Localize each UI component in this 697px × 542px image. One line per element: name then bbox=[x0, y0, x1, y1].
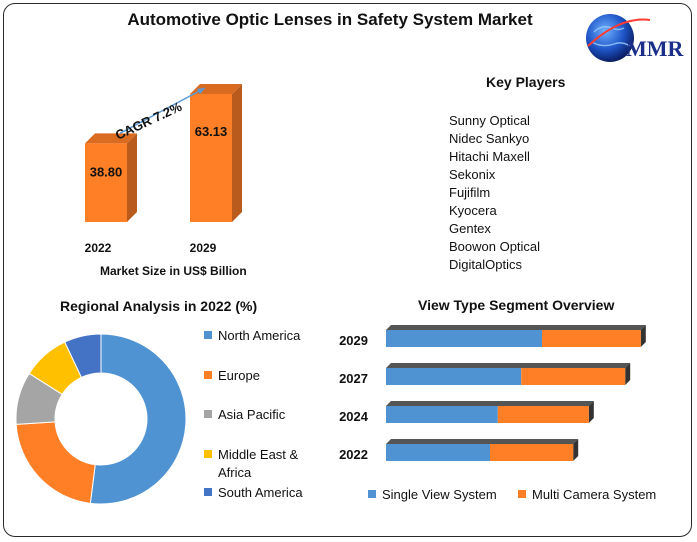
key-player-item: Fujifilm bbox=[449, 185, 491, 200]
key-player-item: Sekonix bbox=[449, 167, 496, 182]
key-player-item: Gentex bbox=[449, 221, 491, 236]
bar-segment-multi-camera-2022 bbox=[490, 444, 574, 461]
bar-2029 bbox=[190, 94, 232, 222]
mmr-logo: MMR bbox=[586, 14, 685, 62]
legend-swatch bbox=[204, 450, 212, 458]
bar-segment-single-view-2022 bbox=[386, 444, 490, 461]
regional-donut-chart bbox=[15, 333, 187, 505]
view-type-heading: View Type Segment Overview bbox=[418, 297, 615, 313]
bar-top bbox=[85, 133, 137, 144]
key-players-list: Sunny Optical Nidec Sankyo Hitachi Maxel… bbox=[449, 112, 540, 274]
donut-slice-north-america bbox=[89, 333, 187, 505]
key-player-item: DigitalOptics bbox=[449, 257, 522, 272]
key-player-item: Boowon Optical bbox=[449, 239, 541, 254]
legend-item-south-america: South America bbox=[204, 485, 303, 500]
bar-side bbox=[640, 325, 646, 347]
bar-segment-single-view-2027 bbox=[386, 368, 522, 385]
bar-value-label: 38.80 bbox=[90, 164, 123, 179]
bar-segment-single-view-2029 bbox=[386, 330, 542, 347]
legend-item-north-america: North America bbox=[204, 328, 300, 343]
category-label: 2029 bbox=[190, 241, 217, 255]
legend-item-single-view: Single View System bbox=[368, 487, 497, 502]
bar-top bbox=[386, 401, 594, 406]
key-player-item: Sunny Optical bbox=[449, 113, 530, 128]
key-player-item: Hitachi Maxell bbox=[449, 149, 530, 164]
bar-segment-single-view-2024 bbox=[386, 406, 498, 423]
legend-swatch bbox=[204, 331, 212, 339]
bar-top bbox=[190, 84, 242, 94]
bar-side bbox=[625, 363, 631, 385]
cagr-label: CAGR 7.2% bbox=[113, 99, 185, 143]
category-label: 2022 bbox=[339, 447, 368, 462]
legend-swatch bbox=[204, 410, 212, 418]
bar-2022 bbox=[85, 143, 127, 222]
legend-item-multi-camera: Multi Camera System bbox=[518, 487, 656, 502]
logo-text: MMR bbox=[626, 36, 685, 61]
cagr-arrow-head bbox=[197, 88, 205, 95]
legend-item-middle-east-africa: Middle East & Africa bbox=[204, 446, 328, 482]
infographic-frame bbox=[3, 3, 692, 537]
bar-top bbox=[386, 325, 646, 330]
donut-slice-south-america bbox=[64, 333, 102, 379]
bar-side bbox=[232, 84, 242, 222]
bar-segment-multi-camera-2029 bbox=[542, 330, 641, 347]
bar-side bbox=[588, 401, 594, 423]
bar-top bbox=[386, 439, 579, 444]
legend-swatch bbox=[368, 490, 376, 498]
key-player-item: Nidec Sankyo bbox=[449, 131, 530, 146]
donut-slice-europe bbox=[15, 421, 96, 504]
globe-icon bbox=[586, 14, 634, 62]
category-label: 2027 bbox=[339, 371, 368, 386]
market-size-chart: 38.80 2022 63.13 2029 CAGR 7.2% bbox=[85, 84, 242, 255]
bar-segment-multi-camera-2024 bbox=[497, 406, 589, 423]
bar-top bbox=[386, 363, 631, 368]
key-players-heading: Key Players bbox=[486, 74, 566, 90]
cagr-arrow-line bbox=[119, 87, 206, 134]
bar-segment-multi-camera-2027 bbox=[521, 368, 626, 385]
bar-value-label: 63.13 bbox=[195, 124, 228, 139]
bar-side bbox=[127, 133, 137, 222]
regional-heading: Regional Analysis in 2022 (%) bbox=[60, 298, 258, 314]
key-player-item: Kyocera bbox=[449, 203, 497, 218]
legend-item-europe: Europe bbox=[204, 368, 260, 383]
category-label: 2024 bbox=[339, 409, 369, 424]
legend-swatch bbox=[204, 371, 212, 379]
bar-side bbox=[573, 439, 579, 461]
category-label: 2022 bbox=[85, 241, 112, 255]
view-type-chart: 2029 2027 2024 2022 bbox=[339, 325, 646, 462]
page-title: Automotive Optic Lenses in Safety System… bbox=[127, 10, 533, 29]
legend-swatch bbox=[518, 490, 526, 498]
legend-item-asia-pacific: Asia Pacific bbox=[204, 407, 285, 422]
market-size-caption: Market Size in US$ Billion bbox=[100, 264, 247, 278]
legend-swatch bbox=[204, 488, 212, 496]
category-label: 2029 bbox=[339, 333, 368, 348]
